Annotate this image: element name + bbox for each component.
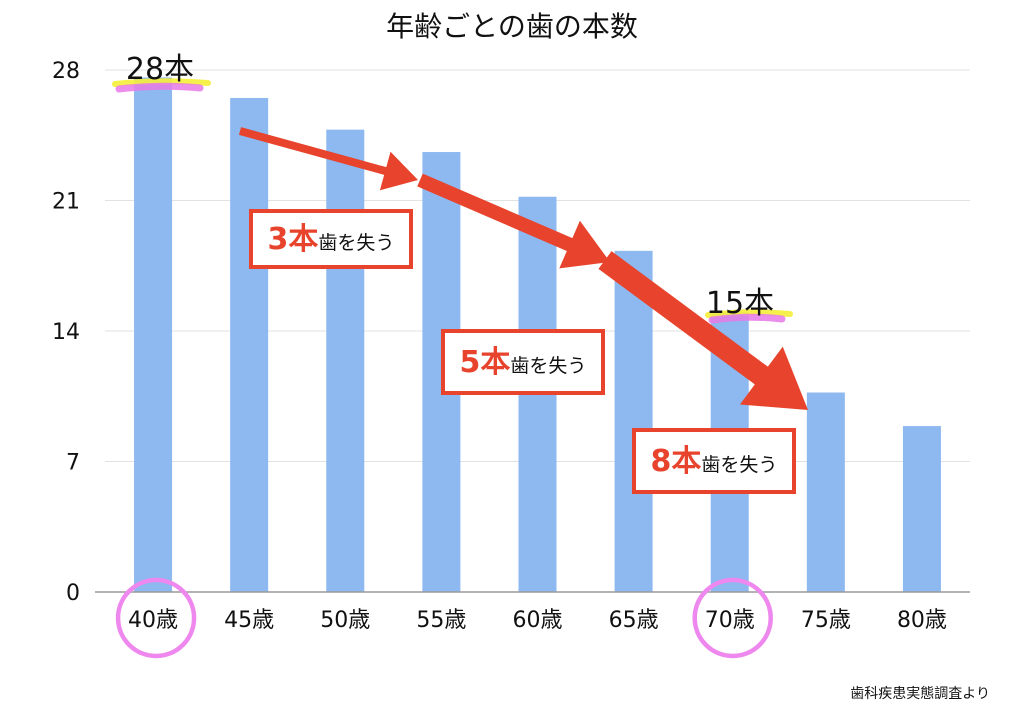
x-tick-label: 40歳 [128, 608, 178, 633]
value-labels: 28本 15本 [112, 52, 793, 324]
callout-text: 3本歯を失う [268, 222, 395, 257]
x-tick-label: 45歳 [224, 608, 274, 633]
bar [230, 97, 269, 592]
loss-callout: 8本歯を失う [632, 428, 796, 494]
highlight-circle [692, 577, 773, 659]
y-tick-label: 21 [52, 190, 80, 215]
callout-label: 歯を失う [701, 454, 777, 476]
callout-number: 5本 [460, 345, 511, 380]
y-tick-label: 7 [66, 451, 80, 476]
marker-highlight [708, 313, 786, 324]
callout-box [632, 428, 796, 494]
marker-highlight [705, 309, 793, 318]
marker-highlight [115, 82, 204, 93]
source-note: 歯科疾患実態調査より [850, 686, 990, 702]
trend-arrow [598, 251, 808, 410]
callout-number: 3本 [268, 222, 319, 257]
x-tick-label: 50歳 [320, 608, 370, 633]
y-tick-label: 0 [66, 581, 80, 606]
trend-arrow [417, 173, 610, 269]
bar [134, 77, 173, 592]
chart-title: 年齢ごとの歯の本数 [386, 10, 638, 43]
y-tick-label: 14 [52, 320, 80, 345]
bar [902, 426, 941, 592]
callout-label: 歯を失う [318, 232, 394, 254]
x-tick-label: 60歳 [513, 608, 563, 633]
y-tick-labels: 0 7 14 21 28 [52, 59, 80, 606]
highlight-circle [115, 577, 197, 659]
callout-number: 8本 [651, 444, 702, 479]
bar [614, 250, 653, 593]
x-tick-label: 65歳 [609, 608, 659, 633]
callout-label: 歯を失う [510, 355, 586, 377]
loss-callout: 3本歯を失う [249, 209, 413, 269]
trend-arrow [238, 127, 418, 191]
trend-arrows [238, 127, 808, 410]
x-tick-label: 70歳 [705, 608, 755, 633]
x-tick-label: 55歳 [416, 608, 466, 633]
highlight-circles [115, 577, 773, 659]
x-tick-label: 80歳 [897, 608, 947, 633]
y-tick-label: 28 [52, 59, 80, 84]
value-label: 15本 [706, 286, 774, 321]
value-label: 28本 [126, 52, 194, 87]
callout-box [441, 329, 605, 395]
callout-box [249, 209, 413, 269]
marker-highlight [112, 78, 211, 87]
x-tick-labels: 40歳 45歳 50歳 55歳 60歳 65歳 70歳 75歳 80歳 [128, 608, 947, 633]
bar [806, 392, 845, 592]
bar [326, 129, 365, 592]
loss-callout: 5本歯を失う [441, 329, 605, 395]
x-tick-label: 75歳 [801, 608, 851, 633]
callout-text: 8本歯を失う [651, 444, 778, 479]
callout-text: 5本歯を失う [460, 345, 587, 380]
